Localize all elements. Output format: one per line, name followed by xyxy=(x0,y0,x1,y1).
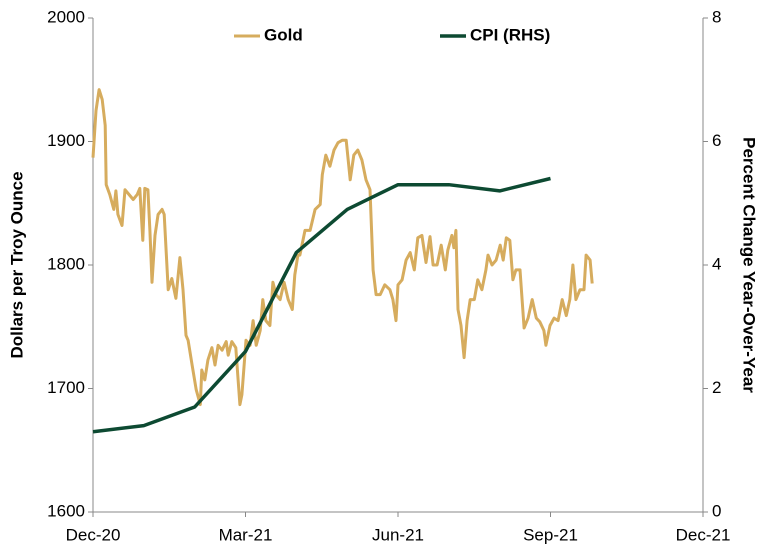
y-tick-label: 1600 xyxy=(47,501,85,520)
y2-tick-label: 2 xyxy=(712,378,721,397)
x-tick-label: Sep-21 xyxy=(523,525,578,544)
line-series xyxy=(92,176,551,434)
line-series xyxy=(91,88,594,407)
y-tick-label: 1700 xyxy=(47,378,85,397)
y2-tick-label: 8 xyxy=(712,7,721,26)
x-tick-label: Dec-21 xyxy=(676,525,731,544)
y2-tick-label: 4 xyxy=(712,254,721,273)
x-tick-label: Jun-21 xyxy=(372,525,424,544)
y-tick-label: 1900 xyxy=(47,131,85,150)
y-axis-label: Dollars per Troy Ounce xyxy=(7,171,26,358)
y2-tick-label: 0 xyxy=(712,501,721,520)
y2-tick-label: 6 xyxy=(712,131,721,150)
x-tick-label: Mar-21 xyxy=(219,525,273,544)
y-tick-label: 1800 xyxy=(47,254,85,273)
legend-label: CPI (RHS) xyxy=(470,25,550,44)
x-tick-label: Dec-20 xyxy=(66,525,121,544)
y2-axis-label: Percent Change Year-Over-Year xyxy=(740,137,759,393)
y-tick-label: 2000 xyxy=(47,7,85,26)
legend-label: Gold xyxy=(264,25,303,44)
